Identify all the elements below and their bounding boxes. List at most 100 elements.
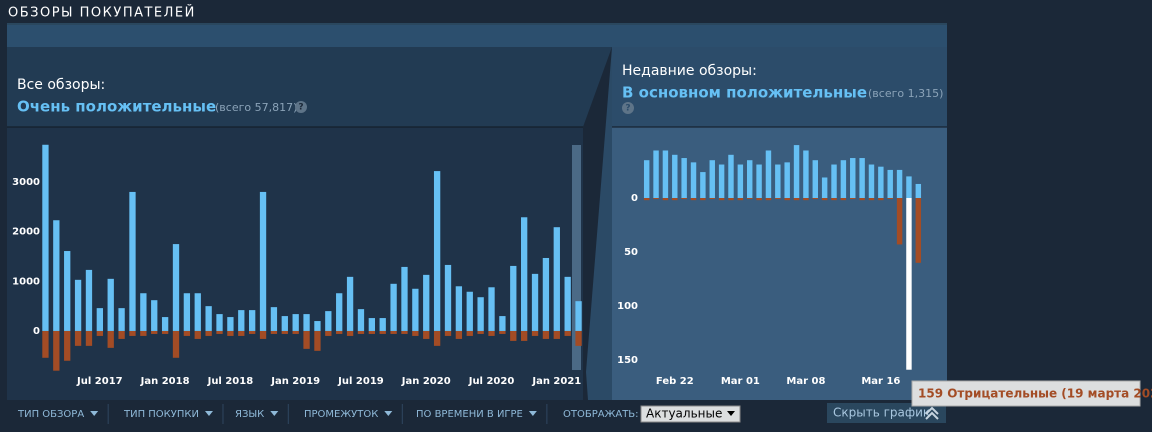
bar[interactable] <box>64 330 71 361</box>
bar[interactable] <box>878 166 884 198</box>
bar[interactable] <box>850 198 856 200</box>
bar[interactable] <box>325 330 332 336</box>
bar[interactable] <box>906 198 912 370</box>
bar[interactable] <box>259 330 267 339</box>
help-icon[interactable] <box>295 101 307 113</box>
bar[interactable] <box>821 198 828 201</box>
bar[interactable] <box>775 164 781 198</box>
bar[interactable] <box>681 198 687 200</box>
range-scrollbar[interactable] <box>572 145 581 370</box>
bar[interactable] <box>803 150 809 198</box>
bar[interactable] <box>878 198 884 201</box>
bar[interactable] <box>194 330 201 339</box>
bar[interactable] <box>249 310 256 331</box>
bar[interactable] <box>379 318 386 331</box>
bar[interactable] <box>346 276 354 331</box>
bar[interactable] <box>510 265 517 331</box>
bar[interactable] <box>314 321 321 331</box>
bar[interactable] <box>151 330 158 334</box>
bar[interactable] <box>270 330 278 334</box>
bar[interactable] <box>42 144 49 331</box>
bar[interactable] <box>850 158 856 198</box>
bar[interactable] <box>270 307 278 331</box>
bar[interactable] <box>368 330 375 334</box>
bar[interactable] <box>831 164 837 198</box>
bar[interactable] <box>379 330 386 334</box>
bar[interactable] <box>368 318 375 331</box>
bar[interactable] <box>756 198 762 201</box>
bar[interactable] <box>896 169 903 198</box>
bar[interactable] <box>868 198 875 201</box>
bar[interactable] <box>662 150 669 198</box>
bar[interactable] <box>542 330 550 339</box>
filter-label[interactable]: ЯЗЫК <box>235 409 264 420</box>
bar[interactable] <box>793 198 800 201</box>
bar[interactable] <box>357 309 365 331</box>
bar[interactable] <box>653 198 659 200</box>
bar[interactable] <box>728 154 734 198</box>
bar[interactable] <box>840 160 847 198</box>
hide-button[interactable] <box>827 403 946 423</box>
bar[interactable] <box>303 330 310 349</box>
bar[interactable] <box>129 330 136 336</box>
bar[interactable] <box>906 176 912 198</box>
bar[interactable] <box>488 287 495 331</box>
bar[interactable] <box>477 297 484 331</box>
bar[interactable] <box>401 266 408 331</box>
bar[interactable] <box>85 330 93 346</box>
bar[interactable] <box>444 264 452 331</box>
bar[interactable] <box>412 330 419 336</box>
filter-label[interactable]: ПРОМЕЖУТОК <box>304 409 378 420</box>
help-icon[interactable] <box>622 102 634 114</box>
bar[interactable] <box>161 330 169 334</box>
bar[interactable] <box>812 198 818 200</box>
bar[interactable] <box>107 330 114 348</box>
bar[interactable] <box>868 164 875 198</box>
bar[interactable] <box>756 164 762 198</box>
bar[interactable] <box>455 286 463 331</box>
bar[interactable] <box>161 317 169 331</box>
bar[interactable] <box>292 314 299 331</box>
bar[interactable] <box>118 308 125 331</box>
bar[interactable] <box>812 160 818 198</box>
bar[interactable] <box>74 279 82 331</box>
bar[interactable] <box>42 330 49 358</box>
bar[interactable] <box>107 278 114 331</box>
bar[interactable] <box>765 198 772 201</box>
bar[interactable] <box>346 330 354 336</box>
bar[interactable] <box>259 191 267 331</box>
bar[interactable] <box>53 220 60 331</box>
bar[interactable] <box>216 330 223 334</box>
bar[interactable] <box>292 330 299 334</box>
bar[interactable] <box>390 330 397 334</box>
bar[interactable] <box>728 198 734 201</box>
bar[interactable] <box>793 145 800 198</box>
bar[interactable] <box>357 330 365 334</box>
bar[interactable] <box>444 330 452 336</box>
bar[interactable] <box>140 330 147 336</box>
bar[interactable] <box>564 276 571 331</box>
bar[interactable] <box>423 274 430 331</box>
bar[interactable] <box>183 330 191 336</box>
bar[interactable] <box>151 300 158 331</box>
bar[interactable] <box>510 330 517 341</box>
bar[interactable] <box>227 330 234 336</box>
bar[interactable] <box>455 330 463 339</box>
bar[interactable] <box>521 217 528 331</box>
bar[interactable] <box>433 171 441 331</box>
bar[interactable] <box>96 330 103 336</box>
bar[interactable] <box>643 160 650 198</box>
filter-label[interactable]: ПО ВРЕМЕНИ В ИГРЕ <box>416 409 523 420</box>
bar[interactable] <box>390 283 397 331</box>
bar[interactable] <box>281 330 288 334</box>
bar[interactable] <box>564 330 571 336</box>
bar[interactable] <box>183 293 191 331</box>
bar[interactable] <box>575 301 582 331</box>
bar[interactable] <box>129 191 136 331</box>
bar[interactable] <box>466 291 473 331</box>
bar[interactable] <box>896 198 903 245</box>
bar[interactable] <box>336 293 343 331</box>
bar[interactable] <box>784 198 790 201</box>
bar[interactable] <box>718 198 725 201</box>
bar[interactable] <box>672 198 678 201</box>
